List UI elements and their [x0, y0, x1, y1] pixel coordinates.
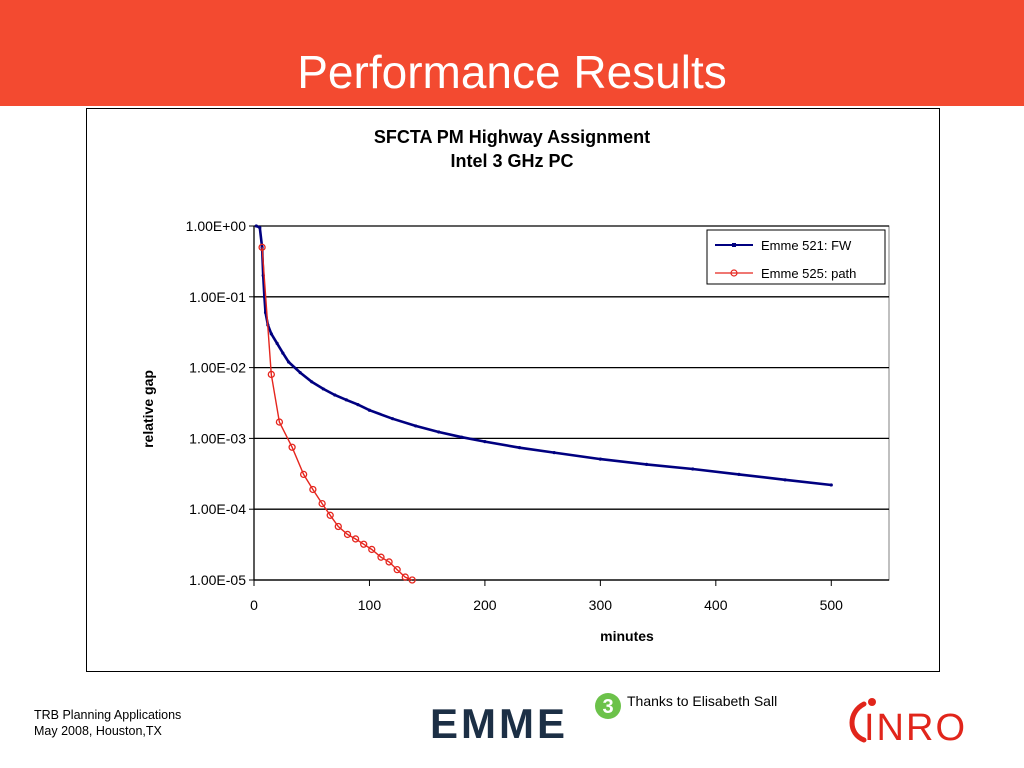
series-1-point — [598, 457, 602, 461]
series-2-point — [334, 522, 342, 531]
series-1-point — [287, 360, 291, 364]
legend: Emme 521: FW Emme 525: path — [706, 229, 886, 285]
chart: SFCTA PM Highway Assignment Intel 3 GHz … — [140, 127, 890, 644]
series-2-point — [267, 370, 275, 379]
series-2-point — [275, 418, 284, 426]
x-tick-label: 0 — [250, 597, 258, 613]
y-tick-label: 1.00E-04 — [189, 501, 246, 517]
series-1-point — [414, 424, 418, 428]
series-1-point — [275, 341, 279, 345]
legend-label-2: Emme 525: path — [761, 266, 856, 281]
legend-label-1: Emme 521: FW — [761, 238, 852, 253]
series-2-point — [351, 535, 360, 543]
series-2-point — [318, 499, 326, 508]
series-1-point — [390, 417, 395, 421]
series-2-point — [408, 576, 416, 584]
series-1-point — [254, 224, 258, 228]
series-1-point — [367, 408, 372, 412]
series-2-point — [393, 566, 401, 574]
series-2-point — [309, 485, 317, 494]
y-tick-label: 1.00E-01 — [189, 289, 246, 305]
series-1-point — [691, 467, 695, 471]
series-2-point — [360, 540, 368, 548]
series-2-point — [368, 545, 376, 554]
series-1-point — [333, 393, 337, 397]
series-2-point — [343, 530, 352, 539]
series-1-point — [783, 478, 787, 482]
series-1-point — [298, 370, 302, 375]
series-1-point — [310, 380, 314, 384]
series-1-point — [437, 430, 441, 434]
x-tick-label: 300 — [589, 597, 613, 613]
series-1-point — [344, 398, 348, 402]
series-line-2 — [261, 247, 413, 581]
emme-badge-text: 3 — [602, 696, 613, 718]
legend-marker-2 — [730, 269, 738, 277]
inro-logo-text: INRO — [864, 707, 967, 746]
plot-area: 1.00E+00 1.00E-01 1.00E-02 1.00E-03 1.00E-04… — [186, 218, 890, 613]
x-tick-label: 500 — [820, 597, 844, 613]
y-axis-title: relative gap — [140, 370, 156, 448]
series-1-point — [258, 225, 262, 230]
series-2-point — [377, 553, 385, 561]
series-2-point — [288, 443, 296, 451]
footer-line-1: TRB Planning Applications — [34, 708, 182, 722]
series-1-point — [269, 332, 273, 336]
series-1-point — [517, 446, 522, 450]
series-1-point — [552, 451, 556, 455]
series-1-point — [737, 472, 741, 477]
x-axis-title: minutes — [600, 628, 654, 644]
emme-logo-text: EMME — [430, 700, 568, 746]
inro-logo: INRO — [849, 698, 967, 746]
series-2-point — [401, 573, 409, 581]
y-tick-label: 1.00E-02 — [189, 360, 246, 376]
header-banner — [0, 0, 1024, 106]
thanks-note: Thanks to Elisabeth Sall — [627, 693, 778, 709]
y-tick-label: 1.00E-05 — [189, 572, 246, 588]
x-tick-label: 100 — [358, 597, 382, 613]
series-1-point — [356, 403, 360, 407]
x-tick-label: 400 — [704, 597, 728, 613]
x-tick-label: 200 — [473, 597, 497, 613]
series-1-point — [321, 387, 325, 391]
y-tick-label: 1.00E+00 — [186, 218, 247, 234]
series-2-point — [326, 511, 334, 519]
legend-marker-1 — [732, 243, 736, 247]
series-1-point — [829, 483, 833, 487]
inro-swoosh-icon — [849, 701, 867, 743]
chart-frame: SFCTA PM Highway Assignment Intel 3 GHz … — [86, 108, 940, 672]
footer-credit: TRB Planning Applications May 2008, Hous… — [34, 707, 181, 739]
series-1-point — [281, 351, 285, 355]
y-tick-label: 1.00E-03 — [189, 430, 246, 446]
emme-badge-icon — [595, 693, 621, 719]
series-1-point — [483, 440, 487, 444]
emme-logo: EMME 3 — [430, 693, 621, 746]
series-1-point — [644, 462, 649, 466]
series-2-point — [385, 558, 393, 566]
series-2-point — [258, 243, 266, 251]
inro-dot-icon — [868, 698, 876, 706]
slide-title: Performance Results — [297, 46, 727, 98]
series-1-point — [460, 435, 464, 439]
series-2-point — [299, 470, 308, 479]
chart-title: SFCTA PM Highway Assignment — [374, 127, 650, 147]
footer-line-2: May 2008, Houston,TX — [34, 724, 162, 738]
chart-subtitle: Intel 3 GHz PC — [450, 151, 573, 171]
